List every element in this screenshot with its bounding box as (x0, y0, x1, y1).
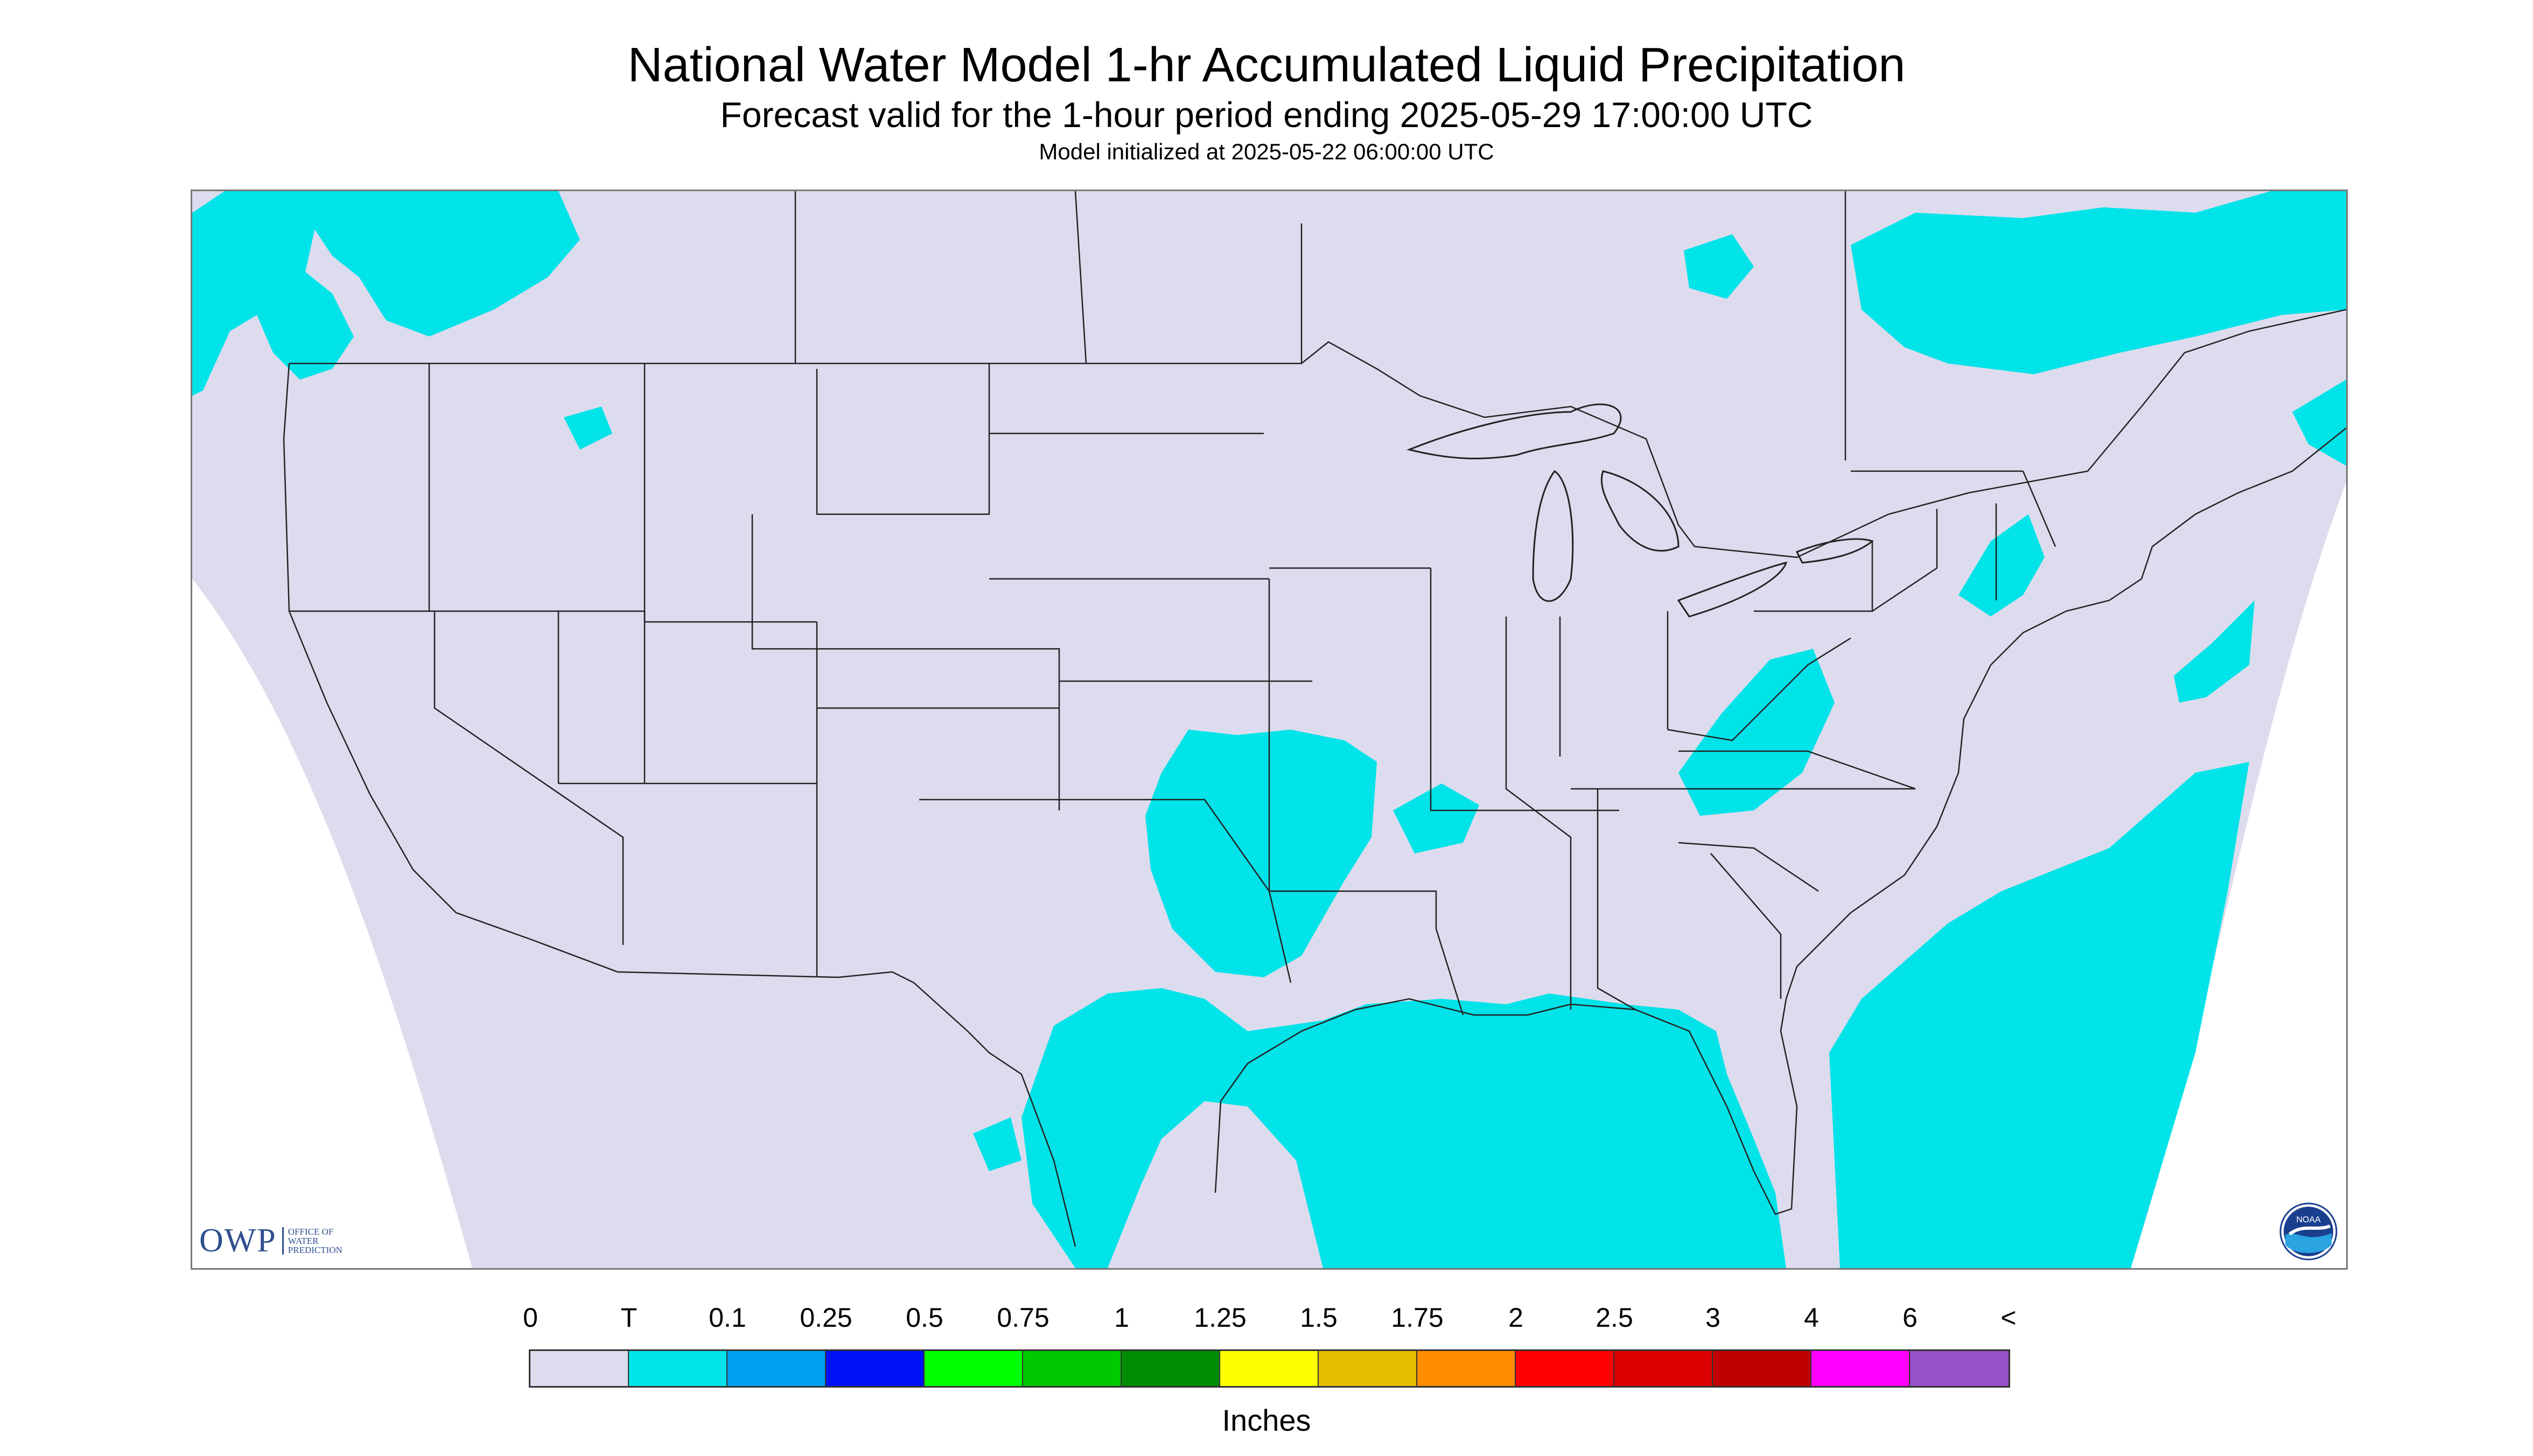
legend-label: 3 (1705, 1303, 1720, 1333)
legend-label: 6 (1902, 1303, 1918, 1333)
legend-label: 1.5 (1300, 1303, 1338, 1333)
east-coast (1785, 428, 2346, 999)
precip-mexico-spot (973, 1117, 1021, 1171)
boundary-lines (283, 191, 2346, 1247)
legend-swatch (1910, 1351, 2009, 1386)
legend-swatch (826, 1351, 925, 1386)
legend-label: 1.25 (1194, 1303, 1247, 1333)
legend-label: < (2000, 1303, 2017, 1333)
lake-huron (1600, 470, 1680, 552)
lake-superior (1407, 403, 1622, 460)
legend-swatch (530, 1351, 629, 1386)
legend-swatch (1122, 1351, 1220, 1386)
precip-bc-interior (289, 191, 580, 337)
legend-label: 4 (1804, 1303, 1819, 1333)
precip-arkansas-spot (1393, 783, 1479, 853)
legend-swatch (1811, 1351, 1910, 1386)
legend-label: 0.1 (709, 1303, 746, 1333)
us-canada-border (289, 309, 2346, 558)
legend-swatch (1319, 1351, 1417, 1386)
legend-swatch (925, 1351, 1023, 1386)
precipitation-map (191, 190, 2348, 1270)
legend-label: 0.5 (906, 1303, 943, 1333)
noaa-logo-text: NOAA (2296, 1215, 2321, 1224)
legend-label: 1 (1114, 1303, 1129, 1333)
owp-logo-subtext: OFFICE OF WATER PREDICTION (282, 1227, 342, 1255)
map-subtitle: Forecast valid for the 1-hour period end… (720, 95, 1813, 135)
west-coast (283, 363, 532, 941)
owp-logo-text: OWP (199, 1222, 277, 1259)
legend-label: 0.25 (800, 1303, 852, 1333)
precip-gulf (1021, 988, 1786, 1268)
legend-swatch (727, 1351, 826, 1386)
precip-new-york (1958, 514, 2045, 617)
precip-pacific-northwest (192, 191, 354, 396)
legend-swatch (1220, 1351, 1319, 1386)
legend-label: 0.75 (997, 1303, 1049, 1333)
precip-atlantic-southeast (1829, 762, 2249, 1268)
legend-swatch (1614, 1351, 1713, 1386)
noaa-logo: NOAA (2279, 1202, 2338, 1261)
legend-labels: 0 T 0.1 0.25 0.5 0.75 1 1.25 1.5 1.75 2 2.5 3 4 6 < (0, 1302, 2533, 1340)
legend-label: 1.75 (1391, 1303, 1444, 1333)
precip-north-ontario (1684, 234, 1754, 299)
legend-swatch (629, 1351, 727, 1386)
precip-maine-coast (2292, 380, 2346, 466)
legend-label: T (620, 1303, 638, 1333)
legend-swatch (1417, 1351, 1516, 1386)
map-title: National Water Model 1-hr Accumulated Li… (627, 38, 1906, 92)
lake-michigan (1532, 470, 1574, 602)
gulf-coast (1214, 998, 1798, 1215)
precip-atlantic-ne (2174, 600, 2255, 703)
legend-swatch (1516, 1351, 1614, 1386)
lake-erie (1677, 561, 1788, 618)
precip-ontario-quebec (1851, 191, 2346, 374)
precip-appalachia (1678, 649, 1835, 816)
us-mexico-border (531, 939, 1076, 1247)
legend-swatch (1023, 1351, 1122, 1386)
precip-texas-oklahoma (1145, 730, 1377, 977)
legend-label: 2 (1508, 1303, 1523, 1333)
trace-precip-areas (192, 191, 2346, 1268)
legend-label: 0 (523, 1303, 538, 1333)
legend-label: 2.5 (1596, 1303, 1633, 1333)
legend-units: Inches (1222, 1403, 1311, 1437)
precip-idaho-spot (564, 407, 612, 450)
legend-swatch (1713, 1351, 1811, 1386)
owp-logo: OWP OFFICE OF WATER PREDICTION (199, 1222, 342, 1259)
model-init-time: Model initialized at 2025-05-22 06:00:00… (1039, 139, 1494, 164)
legend-color-bar (529, 1349, 2010, 1388)
great-lakes (1407, 403, 1874, 618)
